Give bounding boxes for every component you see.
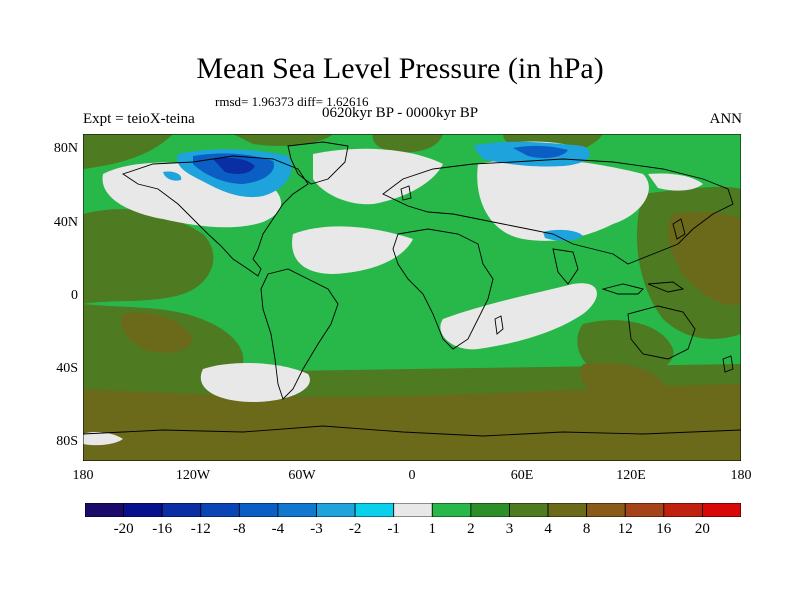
map-title: Mean Sea Level Pressure (in hPa) [196,52,604,85]
lon-label-120w: 120W [175,468,211,483]
colorbar-swatch [123,503,163,517]
lon-label-180w: 180 [72,468,94,483]
experiment-label: Expt = teioX-teina [83,111,195,127]
colorbar-swatch [316,503,356,517]
colorbar-tick-label: 16 [656,521,672,537]
colorbar-swatch [85,503,124,517]
colorbar-tick-label: -4 [271,521,285,537]
colorbar-tick-label: 20 [694,521,710,537]
colorbar-swatch [238,503,279,517]
colorbar-swatch [393,503,433,517]
colorbar-swatch [547,503,588,517]
season-label: ANN [709,111,743,127]
colorbar-tick-label: 2 [467,521,475,537]
colorbar-swatch [431,503,472,517]
colorbar-tick-label: -2 [348,521,362,537]
colorbar-swatch [624,503,665,517]
colorbar-swatch [277,503,317,517]
colorbar-swatch [470,503,510,517]
colorbar-tick-label: 1 [428,521,437,537]
lon-label-60w: 60W [288,468,316,483]
colorbar [85,503,741,517]
colorbar-swatch [161,503,202,517]
colorbar-tick-label: -1 [387,521,400,537]
colorbar-swatch [354,503,395,517]
field-brown [83,211,741,461]
colorbar-tick-label: -16 [152,521,173,537]
pressure-anomaly-map [83,134,741,461]
colorbar-swatch [663,503,703,517]
colorbar-tick-label: 3 [505,521,514,537]
colorbar-tick-label: -12 [190,521,211,537]
lat-label-40n: 40N [53,215,78,230]
lat-label-80n: 80N [53,141,78,156]
stats-line: rmsd= 1.96373 diff= 1.62616 [215,94,369,109]
colorbar-tick-label: -20 [113,521,134,537]
lon-label-120e: 120E [616,468,646,483]
field-negative [163,141,591,241]
colorbar-tick-label: 12 [617,521,633,537]
lat-label-40s: 40S [56,361,78,376]
period-label: 0620kyr BP - 0000kyr BP [321,105,479,121]
lat-label-80s: 80S [56,434,78,449]
colorbar-swatch [702,503,741,517]
lon-label-180e: 180 [730,468,752,483]
colorbar-tick-label: -8 [233,521,246,537]
colorbar-tick-label: -3 [310,521,323,537]
colorbar-swatch [586,503,626,517]
colorbar-tick-label: 8 [582,521,591,537]
colorbar-tick-label: 4 [544,521,552,537]
lon-label-60e: 60E [510,468,534,483]
colorbar-swatch [200,503,240,517]
coastlines [83,141,741,437]
lon-label-0: 0 [408,468,416,483]
lat-label-0: 0 [71,288,78,303]
colorbar-swatch [509,503,549,517]
